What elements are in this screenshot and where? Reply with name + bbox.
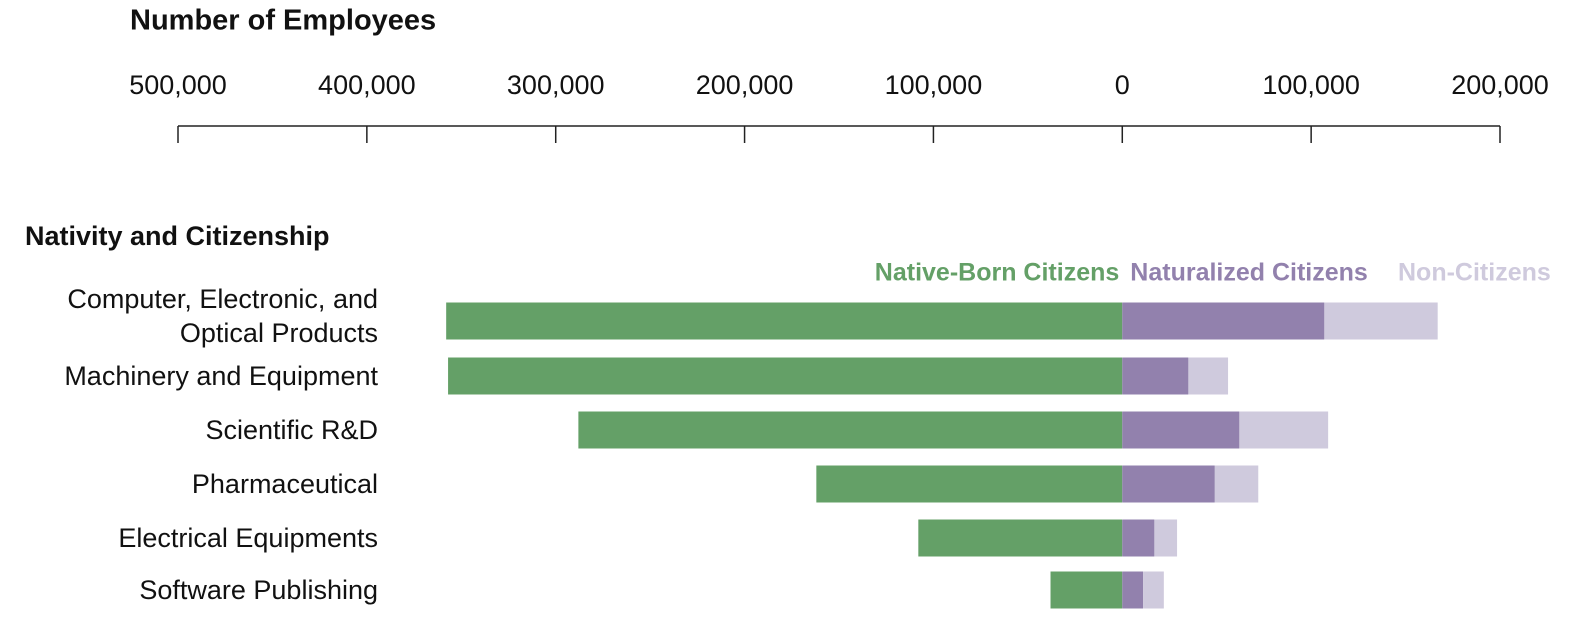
bar [816,465,1123,503]
chart-subtitle: Nativity and Citizenship [25,221,330,251]
bar [1122,571,1144,609]
bar [1122,411,1240,449]
bar [1122,357,1189,395]
bar [578,411,1123,449]
bar [1122,302,1325,340]
legend-label: Naturalized Citizens [1130,259,1368,287]
category-label: Software Publishing [139,575,378,605]
bar [918,519,1123,557]
category-label: Computer, Electronic, and Optical Produc… [67,284,378,348]
category-label: Scientific R&D [205,415,378,445]
x-tick-label: 200,000 [696,70,794,100]
bar [1188,357,1229,395]
x-tick-label: 400,000 [318,70,416,100]
x-tick-label: 500,000 [129,70,227,100]
bar [446,302,1123,340]
x-tick-label: 300,000 [507,70,605,100]
bar [1050,571,1123,609]
chart-title: Number of Employees [130,5,436,37]
bar [448,357,1123,395]
x-tick-label: 200,000 [1451,70,1549,100]
legend-label: Native-Born Citizens [875,259,1119,287]
bar [1239,411,1329,449]
category-label: Machinery and Equipment [64,361,378,391]
bar [1122,519,1155,557]
bar [1154,519,1178,557]
bar [1214,465,1259,503]
x-tick-label: 100,000 [1262,70,1360,100]
category-label: Pharmaceutical [191,469,378,499]
bar [1122,465,1215,503]
category-label: Electrical Equipments [118,523,378,553]
bar [1324,302,1438,340]
legend-label: Non-Citizens [1398,259,1551,287]
x-tick-label: 100,000 [885,70,983,100]
bar [1143,571,1164,609]
x-tick-label: 0 [1115,70,1130,100]
